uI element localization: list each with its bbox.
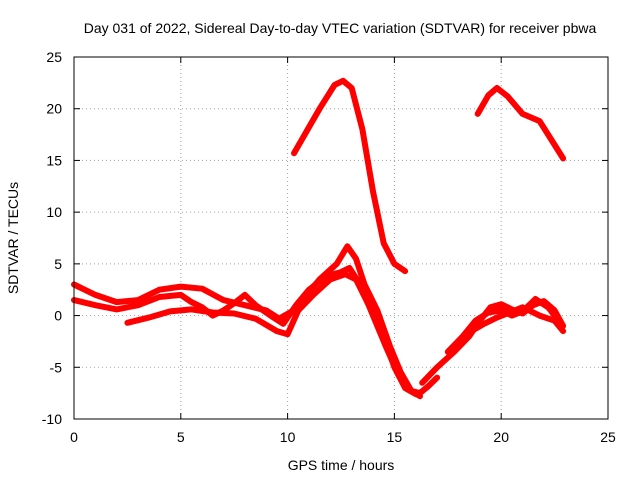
y-tick-label: -5 bbox=[50, 359, 63, 375]
y-tick-labels: -10 -5 0 5 10 15 20 25 bbox=[42, 49, 62, 427]
series-line bbox=[455, 304, 567, 348]
x-tick-label: 5 bbox=[177, 429, 185, 445]
grid bbox=[74, 57, 608, 419]
x-tick-label: 25 bbox=[600, 429, 616, 445]
ticks bbox=[73, 56, 609, 420]
series-line bbox=[124, 271, 419, 398]
y-tick-label: 10 bbox=[46, 204, 62, 220]
y-tick-label: 0 bbox=[54, 308, 62, 324]
y-tick-label: 25 bbox=[46, 49, 62, 65]
x-tick-label: 0 bbox=[70, 429, 78, 445]
y-tick-label: -10 bbox=[42, 411, 62, 427]
y-tick-label: 5 bbox=[54, 256, 62, 272]
x-tick-label: 15 bbox=[387, 429, 403, 445]
series-line bbox=[291, 77, 409, 275]
series-layer bbox=[71, 77, 567, 400]
y-axis-label: SDTVAR / TECUs bbox=[5, 182, 21, 294]
plot-frame bbox=[73, 56, 609, 420]
y-tick-label: 20 bbox=[46, 101, 62, 117]
series-line bbox=[474, 85, 567, 162]
y-tick-label: 15 bbox=[46, 152, 62, 168]
x-tick-label: 20 bbox=[493, 429, 509, 445]
chart-title: Day 031 of 2022, Sidereal Day-to-day VTE… bbox=[84, 20, 597, 36]
x-tick-label: 10 bbox=[280, 429, 296, 445]
x-axis-label: GPS time / hours bbox=[288, 457, 395, 473]
x-tick-labels: 0 5 10 15 20 25 bbox=[70, 429, 616, 445]
